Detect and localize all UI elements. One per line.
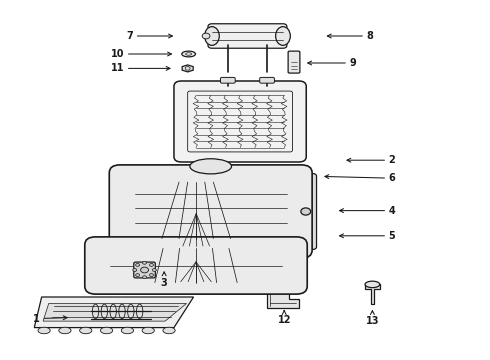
- Circle shape: [202, 33, 210, 39]
- Ellipse shape: [190, 159, 232, 174]
- Ellipse shape: [182, 51, 196, 57]
- Text: 10: 10: [111, 49, 172, 59]
- Circle shape: [152, 269, 156, 271]
- Circle shape: [141, 267, 148, 273]
- Ellipse shape: [275, 27, 290, 45]
- Polygon shape: [267, 283, 299, 308]
- FancyBboxPatch shape: [208, 24, 287, 48]
- Circle shape: [301, 208, 311, 215]
- Text: 4: 4: [340, 206, 395, 216]
- Text: 11: 11: [111, 63, 170, 73]
- Circle shape: [133, 269, 137, 271]
- Polygon shape: [365, 284, 380, 304]
- Circle shape: [143, 261, 147, 264]
- Ellipse shape: [100, 327, 113, 334]
- Polygon shape: [34, 297, 194, 328]
- Circle shape: [136, 264, 140, 266]
- Ellipse shape: [38, 327, 50, 334]
- Ellipse shape: [122, 327, 133, 334]
- FancyBboxPatch shape: [85, 237, 307, 294]
- FancyBboxPatch shape: [260, 77, 274, 83]
- FancyBboxPatch shape: [174, 81, 306, 162]
- Text: 7: 7: [126, 31, 172, 41]
- FancyBboxPatch shape: [295, 174, 317, 249]
- FancyBboxPatch shape: [109, 165, 312, 258]
- Ellipse shape: [163, 327, 175, 334]
- Ellipse shape: [142, 327, 154, 334]
- Text: 5: 5: [340, 231, 395, 241]
- Ellipse shape: [79, 327, 92, 334]
- Ellipse shape: [59, 327, 71, 334]
- FancyBboxPatch shape: [220, 77, 235, 83]
- Text: 12: 12: [277, 311, 291, 325]
- Ellipse shape: [205, 27, 219, 45]
- Circle shape: [149, 274, 153, 276]
- Text: 3: 3: [161, 272, 168, 288]
- Text: 13: 13: [366, 311, 379, 326]
- Text: 8: 8: [327, 31, 373, 41]
- Ellipse shape: [365, 281, 380, 288]
- Circle shape: [143, 276, 147, 279]
- Text: 6: 6: [325, 173, 395, 183]
- FancyBboxPatch shape: [134, 262, 155, 278]
- Text: 9: 9: [308, 58, 356, 68]
- Polygon shape: [43, 303, 187, 321]
- FancyBboxPatch shape: [288, 51, 300, 73]
- Text: 2: 2: [347, 155, 395, 165]
- Polygon shape: [182, 65, 193, 72]
- Circle shape: [149, 264, 153, 266]
- Circle shape: [136, 274, 140, 276]
- Text: 1: 1: [33, 314, 67, 324]
